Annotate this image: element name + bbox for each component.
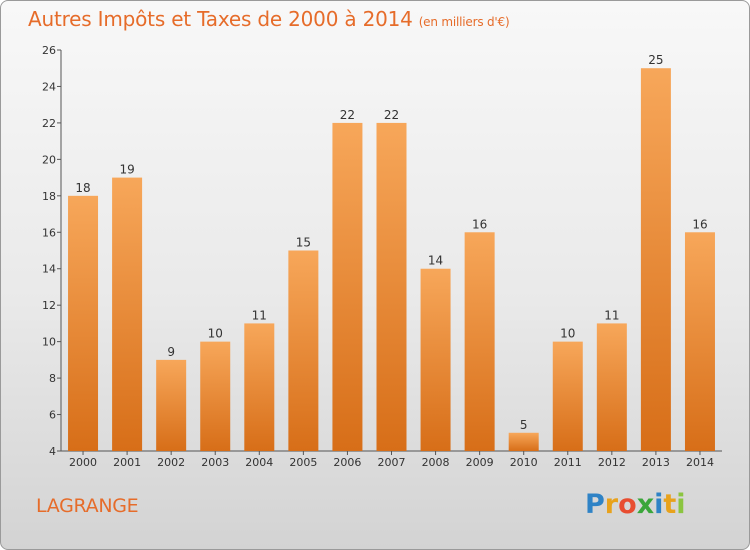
bar [552, 341, 583, 451]
y-tick-label: 24 [42, 80, 56, 93]
y-tick-label: 16 [42, 226, 56, 239]
data-label: 5 [520, 418, 528, 432]
bar [596, 323, 627, 451]
x-tick-label: 2005 [289, 456, 317, 469]
chart-unit: (en milliers d'€) [418, 15, 510, 29]
data-label: 9 [167, 345, 175, 359]
data-label: 11 [604, 308, 619, 322]
bar [112, 177, 143, 451]
y-tick-label: 6 [49, 409, 56, 422]
bar [200, 341, 231, 451]
logo-letter: P [585, 489, 605, 520]
data-label: 10 [208, 327, 223, 341]
bar [156, 359, 187, 451]
y-tick-label: 18 [42, 190, 56, 203]
data-label: 25 [648, 53, 663, 67]
x-tick-label: 2007 [378, 456, 406, 469]
y-tick-label: 8 [49, 372, 56, 385]
y-tick-label: 22 [42, 117, 56, 130]
logo-letter: i [654, 489, 664, 520]
bar [508, 432, 539, 451]
data-label: 10 [560, 327, 575, 341]
data-label: 11 [252, 308, 267, 322]
logo-letter: t [663, 489, 677, 520]
x-tick-label: 2006 [333, 456, 361, 469]
x-tick-label: 2000 [69, 456, 97, 469]
chart-title: Autres Impôts et Taxes de 2000 à 2014 (en… [28, 7, 510, 31]
x-tick-label: 2002 [157, 456, 185, 469]
bar [464, 232, 495, 451]
x-tick-label: 2011 [554, 456, 582, 469]
x-tick-label: 2014 [686, 456, 714, 469]
x-tick-label: 2013 [642, 456, 670, 469]
proxiti-logo: Proxiti [585, 489, 686, 520]
bars: 18 19 9 10 11 15 22 22 14 16 5 10 11 25 16 [68, 53, 715, 452]
data-label: 16 [692, 217, 707, 231]
chart-title-text: Autres Impôts et Taxes de 2000 à 2014 [28, 7, 413, 31]
y-tick-label: 4 [49, 445, 56, 458]
y-tick-label: 14 [42, 263, 56, 276]
bar [684, 232, 715, 451]
data-label: 14 [428, 254, 443, 268]
bar [288, 250, 319, 451]
bar [68, 195, 99, 451]
x-tick-label: 2001 [113, 456, 141, 469]
bar [640, 68, 671, 452]
x-tick-label: 2009 [466, 456, 494, 469]
data-label: 16 [472, 217, 487, 231]
y-tick-label: 20 [42, 153, 56, 166]
data-label: 18 [75, 181, 90, 195]
x-tick-label: 2004 [245, 456, 273, 469]
logo-letter: x [636, 489, 655, 520]
x-tick-label: 2012 [598, 456, 626, 469]
bar [244, 323, 275, 451]
commune-name: LAGRANGE [36, 495, 139, 517]
bar [332, 122, 363, 451]
x-tick-label: 2010 [510, 456, 538, 469]
logo-letter: o [618, 489, 637, 520]
y-tick-label: 10 [42, 336, 56, 349]
x-tick-label: 2003 [201, 456, 229, 469]
logo-letter: r [604, 489, 619, 520]
bar [376, 122, 407, 451]
y-tick-label: 26 [42, 44, 56, 57]
data-label: 15 [296, 236, 311, 250]
data-label: 22 [384, 108, 399, 122]
y-tick-label: 12 [42, 299, 56, 312]
data-label: 19 [119, 163, 134, 177]
bar [420, 268, 451, 451]
logo-letter: i [676, 489, 686, 520]
data-label: 22 [340, 108, 355, 122]
x-tick-label: 2008 [422, 456, 450, 469]
